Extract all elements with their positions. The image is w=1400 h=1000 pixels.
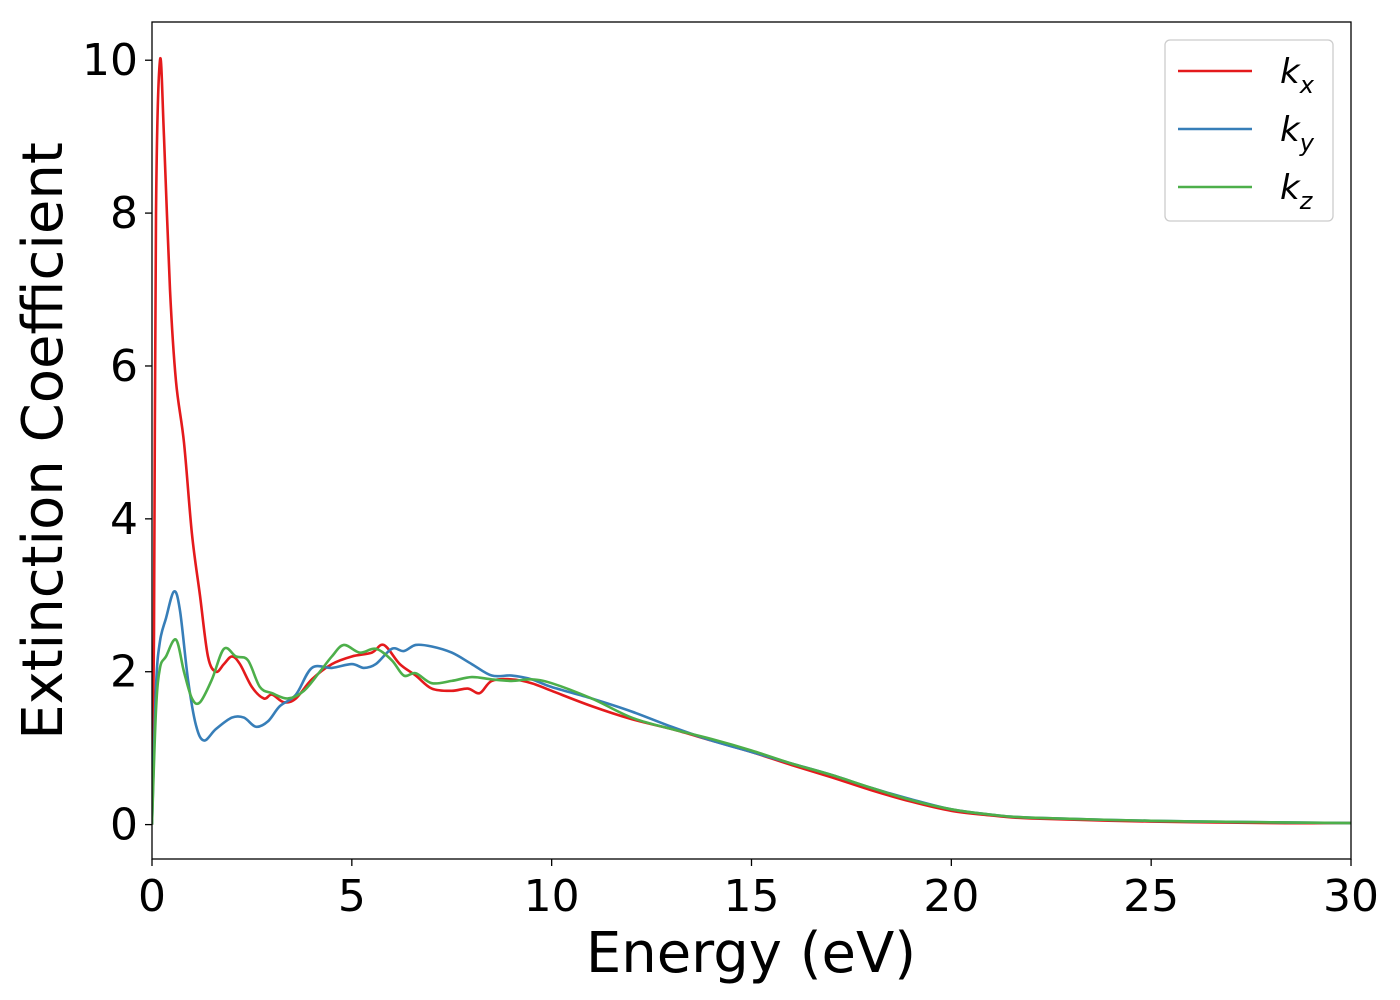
y-tick-label: 4 bbox=[110, 494, 138, 545]
series-lines bbox=[152, 56, 1351, 825]
x-tick-label: 10 bbox=[524, 871, 580, 922]
x-tick-label: 0 bbox=[138, 871, 166, 922]
series-line-kz bbox=[152, 638, 1351, 825]
legend-label-kx: kx bbox=[1280, 52, 1315, 99]
y-axis-title: Extinction Coefficient bbox=[11, 142, 76, 740]
x-axis-title: Energy (eV) bbox=[586, 921, 916, 986]
legend: kx ky kz bbox=[1164, 39, 1334, 222]
x-tick-label: 30 bbox=[1323, 871, 1379, 922]
legend-label-kz: kz bbox=[1280, 168, 1314, 215]
legend-box bbox=[1164, 39, 1334, 222]
axis-ticks: 0 5 10 15 20 25 30 0 2 4 6 8 10 bbox=[82, 35, 1379, 922]
y-tick-label: 2 bbox=[110, 647, 138, 698]
legend-label-ky: ky bbox=[1280, 110, 1315, 157]
x-tick-label: 25 bbox=[1123, 871, 1179, 922]
x-tick-label: 5 bbox=[338, 871, 366, 922]
x-tick-label: 15 bbox=[724, 871, 780, 922]
y-tick-label: 10 bbox=[82, 35, 138, 86]
y-tick-label: 0 bbox=[110, 800, 138, 851]
y-tick-label: 8 bbox=[110, 188, 138, 239]
y-tick-label: 6 bbox=[110, 341, 138, 392]
series-line-kx bbox=[152, 56, 1351, 825]
series-line-ky bbox=[152, 590, 1351, 825]
x-tick-label: 20 bbox=[923, 871, 979, 922]
